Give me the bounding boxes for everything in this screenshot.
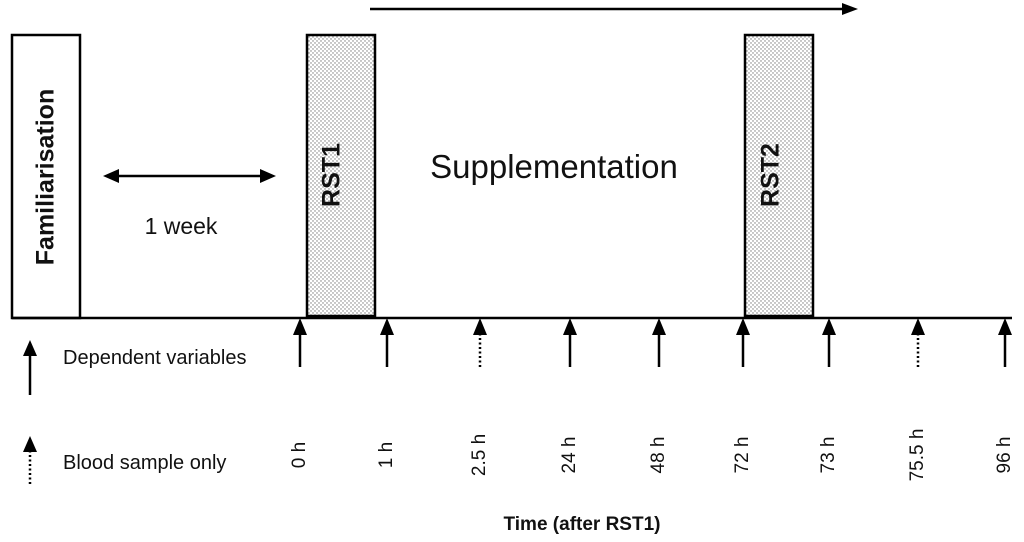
solid-up-arrow-icon xyxy=(652,318,666,367)
dotted-up-arrow-icon xyxy=(473,318,487,367)
timepoint-label: 0 h xyxy=(289,442,310,468)
timepoint-label: 96 h xyxy=(994,437,1015,474)
legend-dotted-arrow-icon xyxy=(23,436,37,484)
solid-up-arrow-icon xyxy=(822,318,836,367)
timepoint-marker: 75.5 h xyxy=(907,318,928,481)
legend-solid-arrow-icon xyxy=(23,340,37,395)
rst2-label: RST2 xyxy=(757,143,785,207)
timepoint-label: 75.5 h xyxy=(907,429,928,482)
solid-up-arrow-icon xyxy=(293,318,307,367)
one-week-arrow xyxy=(103,169,276,183)
timepoint-markers: 0 h 1 h 2.5 h 24 h 48 h 72 h 73 h 75.5 h 96 h xyxy=(289,318,1015,481)
timepoint-marker: 0 h xyxy=(289,318,310,468)
timepoint-label: 48 h xyxy=(648,437,669,474)
familiarisation-label: Familiarisation xyxy=(32,89,60,265)
supplementation-label: Supplementation xyxy=(430,148,678,185)
timepoint-marker: 48 h xyxy=(648,318,669,473)
rst1-box: RST1 xyxy=(305,33,377,318)
solid-up-arrow-icon xyxy=(380,318,394,367)
timepoint-label: 24 h xyxy=(559,437,580,474)
familiarisation-box: Familiarisation xyxy=(10,33,82,320)
solid-up-arrow-icon xyxy=(563,318,577,367)
timepoint-label: 73 h xyxy=(818,437,839,474)
timepoint-label: 72 h xyxy=(732,437,753,474)
solid-up-arrow-icon xyxy=(998,318,1012,367)
legend: Dependent variables Blood sample only xyxy=(23,340,246,484)
one-week-label: 1 week xyxy=(145,213,218,239)
axis-title: Time (after RST1) xyxy=(504,514,661,535)
dotted-up-arrow-icon xyxy=(911,318,925,367)
timepoint-marker: 1 h xyxy=(376,318,397,468)
legend-solid-label: Dependent variables xyxy=(63,347,246,369)
rst2-box: RST2 xyxy=(743,33,815,318)
solid-up-arrow-icon xyxy=(736,318,750,367)
timepoint-marker: 73 h xyxy=(818,318,839,473)
timepoint-marker: 72 h xyxy=(732,318,753,473)
timepoint-marker: 24 h xyxy=(559,318,580,473)
rst1-label: RST1 xyxy=(318,143,346,207)
timepoint-marker: 2.5 h xyxy=(469,318,490,476)
timepoint-marker: 96 h xyxy=(994,318,1015,473)
legend-dotted-label: Blood sample only xyxy=(63,452,226,474)
supplementation-arrow xyxy=(370,3,858,15)
timepoint-label: 1 h xyxy=(376,442,397,468)
timepoint-label: 2.5 h xyxy=(469,434,490,476)
